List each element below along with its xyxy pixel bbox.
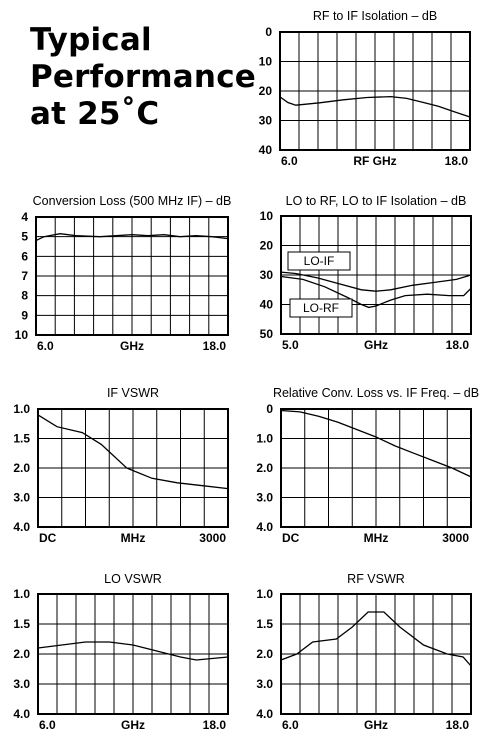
- x-tick-label: 3000: [199, 531, 226, 545]
- y-tick-label: 2.0: [256, 647, 273, 661]
- x-tick-label: 6.0: [282, 718, 299, 732]
- page-heading: Typical Performance at 25˚C: [30, 22, 260, 133]
- y-tick-label: 20: [260, 239, 274, 253]
- chart-title: RF VSWR: [347, 572, 405, 586]
- series-line: [35, 233, 229, 242]
- chart-rf-if: RF to IF Isolation – dB 0 10 20 30 40 6.0 18.0 R…: [259, 9, 471, 168]
- x-tick-label: 6.0: [37, 339, 54, 353]
- heading-line-3: at 25˚C: [30, 96, 160, 132]
- y-tick-label: 5: [21, 230, 28, 244]
- chart-lo-iso: LO to RF, LO to IF Isolation – dB 10 20 30 4…: [260, 194, 472, 352]
- y-tick-label: 3.0: [256, 491, 273, 505]
- y-tick-label: 1.0: [13, 402, 30, 416]
- chart-title: IF VSWR: [107, 386, 159, 400]
- legend-lo-rf: LO-RF: [289, 298, 353, 318]
- x-axis-label: GHz: [120, 339, 144, 353]
- y-tick-label: 4.0: [13, 520, 30, 534]
- series-line-lo-rf: [280, 275, 472, 309]
- series-line: [280, 611, 472, 667]
- x-tick-label: DC: [282, 531, 300, 545]
- y-tick-label: 1.0: [13, 587, 30, 601]
- chart-lo-vswr: LO VSWR 1.0 1.5 2.0 3.0 4.0 6.0 18.0 GHz: [13, 572, 229, 732]
- legend-label: LO-IF: [304, 254, 335, 268]
- y-tick-label: 1.5: [256, 617, 273, 631]
- y-tick-label: 8: [21, 289, 28, 303]
- x-tick-label: 6.0: [39, 718, 56, 732]
- x-tick-label: 18.0: [445, 154, 469, 168]
- x-tick-label: 18.0: [203, 339, 227, 353]
- y-tick-label: 3.0: [256, 677, 273, 691]
- x-axis-label: GHz: [364, 338, 388, 352]
- chart-rf-vswr: RF VSWR 1.0 1.5 2.0 3.0 4.0 6.0 18.0 GHz: [256, 572, 472, 732]
- x-axis-label: RF GHz: [353, 154, 396, 168]
- chart-if-vswr: IF VSWR 1.0 1.5 2.0 3.0 4.0 DC 3000 MHz: [13, 386, 229, 545]
- chart-title: RF to IF Isolation – dB: [313, 9, 437, 23]
- series-line: [279, 95, 471, 118]
- series-line: [37, 641, 229, 661]
- chart-conv-loss: Conversion Loss (500 MHz IF) – dB 4 5 6 7 8 9 1…: [15, 194, 232, 353]
- x-tick-label: 3000: [442, 531, 469, 545]
- chart-title: LO to RF, LO to IF Isolation – dB: [286, 194, 467, 208]
- y-tick-label: 1.0: [256, 587, 273, 601]
- chart-title: LO VSWR: [104, 572, 162, 586]
- y-tick-label: 4.0: [256, 520, 273, 534]
- y-tick-label: 1.0: [256, 432, 273, 446]
- x-axis-label: GHz: [364, 718, 388, 732]
- series-line: [37, 414, 229, 490]
- heading-line-2: Performance: [30, 59, 256, 95]
- legend-label: LO-RF: [303, 301, 339, 315]
- y-tick-label: 10: [15, 328, 29, 342]
- y-tick-label: 4: [21, 210, 28, 224]
- x-axis-label: MHz: [364, 531, 389, 545]
- x-tick-label: 5.0: [282, 338, 299, 352]
- y-tick-label: 2.0: [13, 647, 30, 661]
- x-tick-label: 18.0: [446, 338, 470, 352]
- y-tick-label: 30: [260, 268, 274, 282]
- y-tick-label: 2.0: [256, 461, 273, 475]
- y-tick-label: 3.0: [13, 677, 30, 691]
- y-tick-label: 40: [260, 298, 274, 312]
- x-tick-label: 18.0: [203, 718, 227, 732]
- chart-title: Relative Conv. Loss vs. IF Freq. – dB: [273, 386, 479, 400]
- chart-rel-conv: Relative Conv. Loss vs. IF Freq. – dB0 1.…: [256, 386, 479, 545]
- x-tick-label: 18.0: [446, 718, 470, 732]
- x-axis-label: GHz: [121, 718, 145, 732]
- y-tick-label: 1.5: [13, 432, 30, 446]
- legend-lo-if: LO-IF: [287, 251, 351, 271]
- y-tick-label: 2.0: [13, 461, 30, 475]
- y-tick-label: 1.5: [13, 617, 30, 631]
- y-tick-label: 30: [259, 114, 273, 128]
- y-tick-label: 9: [21, 308, 28, 322]
- heading-line-1: Typical: [30, 22, 152, 58]
- y-tick-label: 10: [260, 209, 274, 223]
- y-tick-label: 6: [21, 249, 28, 263]
- y-tick-label: 10: [259, 55, 273, 69]
- series-line: [280, 409, 472, 478]
- y-tick-label: 7: [21, 269, 28, 283]
- y-tick-label: 50: [260, 327, 274, 341]
- y-tick-label: 40: [259, 143, 273, 157]
- x-tick-label: DC: [39, 531, 57, 545]
- y-tick-label: 3.0: [13, 491, 30, 505]
- y-tick-label: 4.0: [13, 707, 30, 721]
- y-tick-label: 0: [266, 402, 273, 416]
- x-axis-label: MHz: [121, 531, 146, 545]
- x-tick-label: 6.0: [281, 154, 298, 168]
- series-line-lo-if: [280, 271, 472, 292]
- chart-title: Conversion Loss (500 MHz IF) – dB: [33, 194, 232, 208]
- y-tick-label: 20: [259, 84, 273, 98]
- y-tick-label: 4.0: [256, 707, 273, 721]
- y-tick-label: 0: [265, 25, 272, 39]
